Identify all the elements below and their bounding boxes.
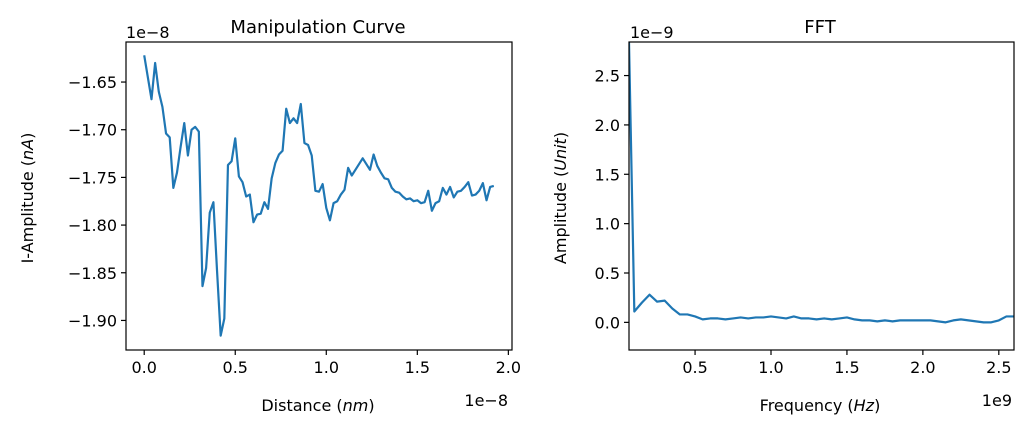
- x-axis-label: Distance (nm): [261, 396, 374, 415]
- series-line: [143, 55, 495, 337]
- x-tick-label: 0.0: [131, 358, 156, 377]
- y-tick-label: 0.5: [595, 264, 620, 283]
- y-axis-label: Amplitude (Unit): [551, 132, 570, 264]
- plot-area: 0.0 0.5 1.0 1.5 2.0 −1.65 −1.70 −1.75 −1.80 −1.85…: [68, 41, 521, 377]
- chart-title: Manipulation Curve: [230, 17, 405, 38]
- y-offset-label: 1e−8: [126, 23, 170, 42]
- y-tick-label: −1.80: [68, 216, 117, 235]
- y-axis-label-prefix: I-Amplitude (: [18, 160, 37, 263]
- x-axis-label-unit: Hz: [854, 396, 875, 415]
- fft-chart: FFT 1e−9 1e9 Frequency (Hz) Amplitude (U…: [551, 17, 1015, 415]
- y-tick-label: −1.85: [68, 264, 117, 283]
- x-axis-label-unit: nm: [343, 396, 369, 415]
- y-axis-label-prefix: Amplitude (: [551, 171, 570, 264]
- x-axis-label-suffix: ): [874, 396, 880, 415]
- x-tick-label: 1.0: [758, 358, 783, 377]
- x-tick-label: 2.0: [496, 358, 521, 377]
- x-axis-label: Frequency (Hz): [760, 396, 881, 415]
- x-tick-label: 1.0: [314, 358, 339, 377]
- y-tick-label: 1.0: [595, 215, 620, 234]
- axes-frame: [628, 41, 1015, 351]
- y-tick-label: 0.0: [595, 313, 620, 332]
- y-tick-label: −1.90: [68, 311, 117, 330]
- y-axis-label-unit: nA: [18, 139, 37, 160]
- y-tick-label: 2.5: [595, 67, 620, 86]
- y-axis-label-suffix: ): [551, 132, 570, 138]
- y-tick-label: 2.0: [595, 116, 620, 135]
- x-tick-label: 0.5: [223, 358, 248, 377]
- x-tick-label: 2.5: [986, 358, 1011, 377]
- x-tick-label: 0.5: [682, 358, 707, 377]
- x-axis-label-prefix: Distance (: [261, 396, 342, 415]
- x-axis-label-suffix: ): [368, 396, 374, 415]
- x-tick-label: 1.5: [834, 358, 859, 377]
- y-axis-label: I-Amplitude (nA): [18, 133, 37, 264]
- x-tick-label: 1.5: [405, 358, 430, 377]
- axes-frame: [125, 41, 513, 351]
- y-axis-label-unit: Unit: [551, 137, 570, 170]
- y-tick-label: −1.75: [68, 168, 117, 187]
- chart-title: FFT: [804, 17, 836, 38]
- manipulation-curve-chart: Manipulation Curve 1e−8 1e−8 Distance (n…: [18, 17, 521, 415]
- y-tick-label: −1.70: [68, 121, 117, 140]
- x-axis-label-prefix: Frequency (: [760, 396, 854, 415]
- y-offset-label: 1e−9: [630, 23, 674, 42]
- series-line: [629, 42, 1014, 324]
- y-axis-label-suffix: ): [18, 133, 37, 139]
- x-offset-label: 1e−8: [464, 391, 508, 410]
- y-tick-label: 1.5: [595, 165, 620, 184]
- plot-area: 0.5 1.0 1.5 2.0 2.5 0.0 0.5 1.0 1.5 2.0 2.5: [595, 41, 1015, 377]
- x-tick-label: 2.0: [910, 358, 935, 377]
- y-tick-label: −1.65: [68, 73, 117, 92]
- x-offset-label: 1e9: [982, 391, 1012, 410]
